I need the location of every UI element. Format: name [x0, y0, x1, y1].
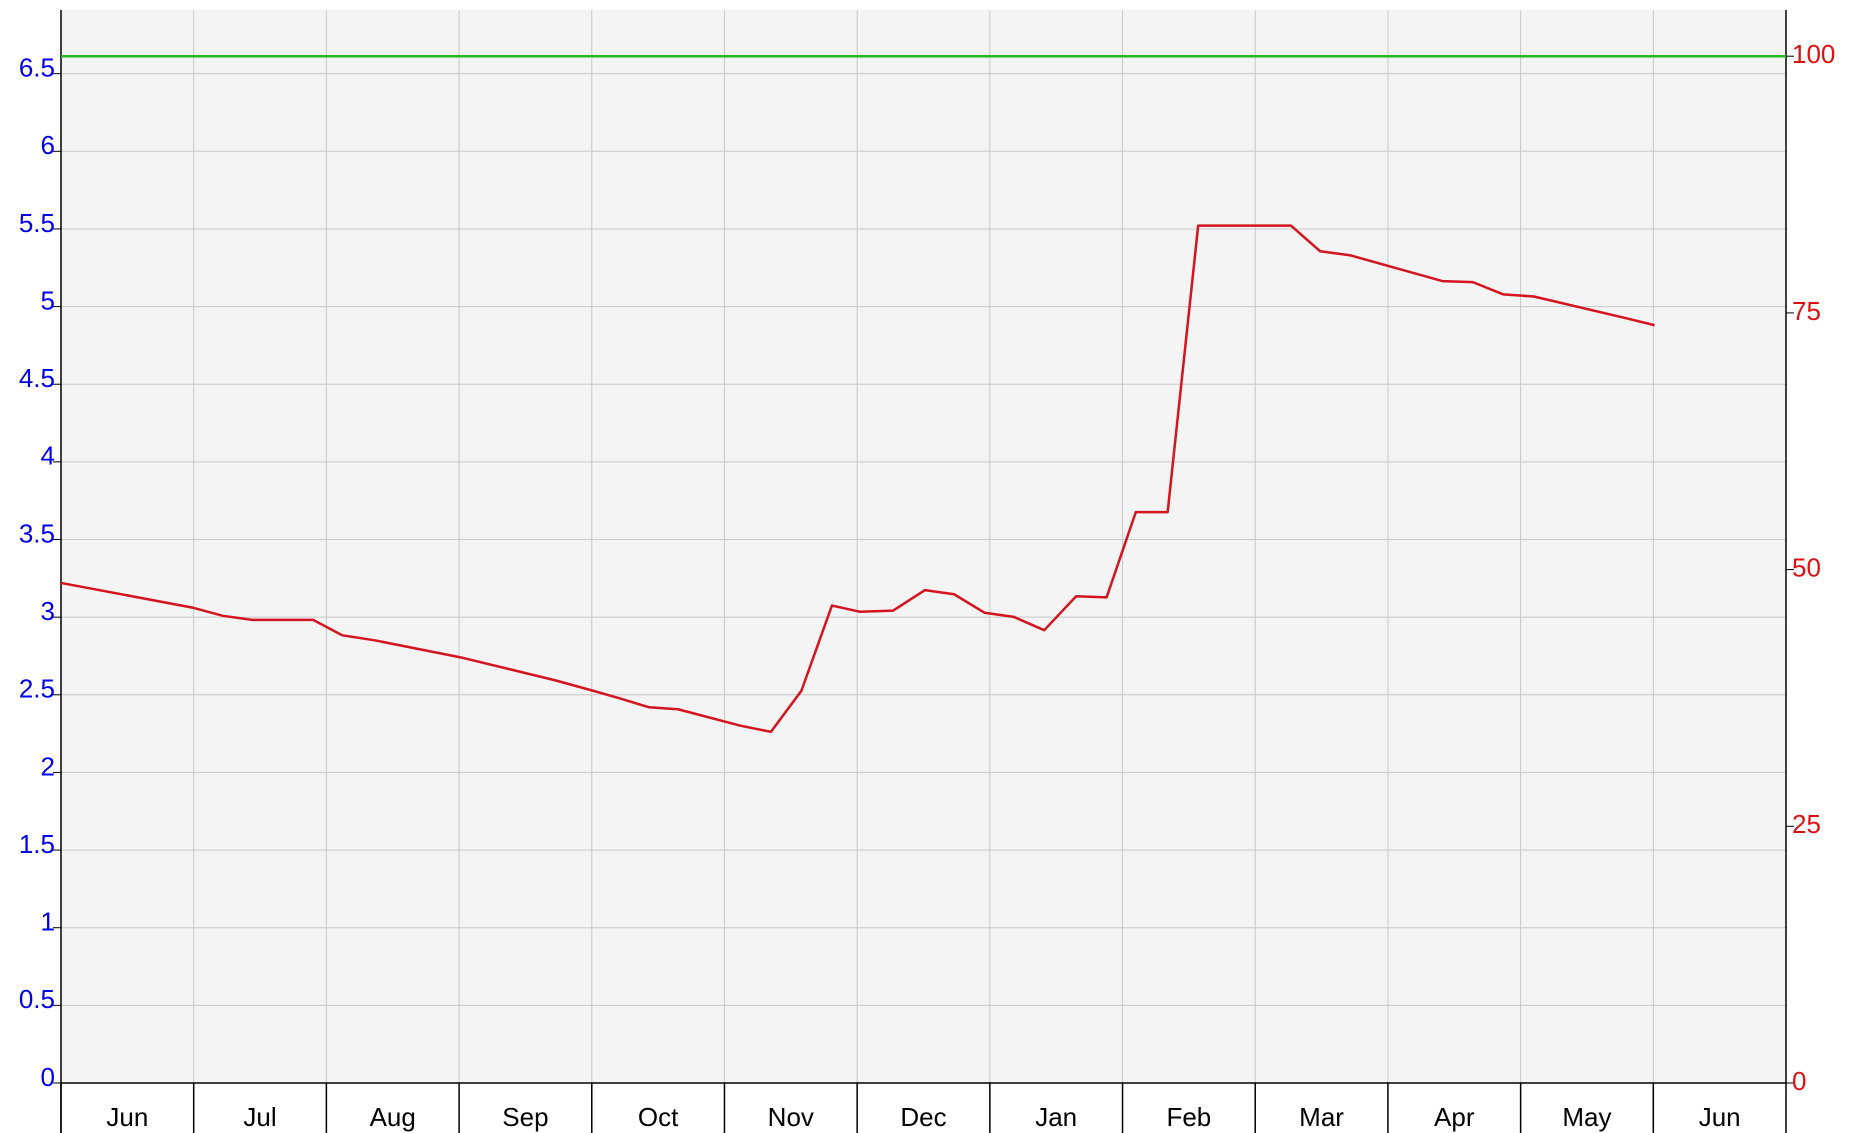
x-tick-label: Jun	[106, 1102, 148, 1132]
y-tick-label: 2.5	[19, 674, 55, 704]
y2-tick-label: 25	[1792, 809, 1821, 839]
y-tick-label: 1	[41, 907, 55, 937]
y-tick-label: 0	[41, 1062, 55, 1092]
y-tick-label: 3.5	[19, 518, 55, 548]
y-tick-label: 4	[41, 441, 55, 471]
y-tick-label: 5	[41, 285, 55, 315]
y-tick-label: 2	[41, 751, 55, 781]
y-tick-label: 6.5	[19, 53, 55, 83]
y-tick-label: 1.5	[19, 829, 55, 859]
x-tick-label: Dec	[900, 1102, 946, 1132]
y2-tick-label: 50	[1792, 552, 1821, 582]
x-tick-label: Nov	[768, 1102, 814, 1132]
x-tick-label: May	[1562, 1102, 1611, 1132]
x-tick-label: Aug	[370, 1102, 416, 1132]
y2-tick-label: 100	[1792, 39, 1835, 69]
x-tick-label: Sep	[502, 1102, 548, 1132]
x-tick-label: Mar	[1299, 1102, 1344, 1132]
y-tick-label: 0.5	[19, 984, 55, 1014]
x-tick-label: Jan	[1035, 1102, 1077, 1132]
x-tick-label: Feb	[1166, 1102, 1211, 1132]
y2-tick-label: 75	[1792, 296, 1821, 326]
x-tick-label: Jun	[1699, 1102, 1741, 1132]
plot-background	[61, 10, 1786, 1083]
x-tick-label: Oct	[638, 1102, 679, 1132]
y-tick-label: 5.5	[19, 208, 55, 238]
y-tick-label: 3	[41, 596, 55, 626]
x-tick-label: Apr	[1434, 1102, 1475, 1132]
y2-tick-label: 0	[1792, 1066, 1806, 1096]
y-tick-label: 4.5	[19, 363, 55, 393]
x-tick-label: Jul	[243, 1102, 276, 1132]
line-series	[60, 224, 1655, 734]
y-tick-label: 6	[41, 130, 55, 160]
